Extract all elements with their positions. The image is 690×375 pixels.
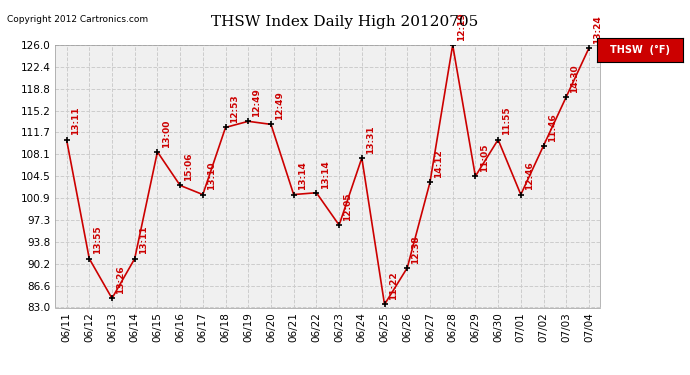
- Text: 11:46: 11:46: [548, 113, 557, 141]
- Text: 12:05: 12:05: [343, 192, 353, 221]
- Text: 11:22: 11:22: [388, 272, 397, 300]
- Text: 13:31: 13:31: [366, 125, 375, 154]
- Text: 12:38: 12:38: [411, 235, 420, 264]
- Text: 13:00: 13:00: [161, 119, 170, 148]
- Text: 12:53: 12:53: [230, 94, 239, 123]
- Text: 13:10: 13:10: [207, 162, 216, 190]
- Text: 12:46: 12:46: [525, 162, 534, 190]
- Text: 12:49: 12:49: [253, 88, 262, 117]
- Text: 11:55: 11:55: [502, 107, 511, 135]
- Text: 13:26: 13:26: [116, 266, 125, 294]
- Text: 12:49: 12:49: [275, 92, 284, 120]
- Text: 13:14: 13:14: [321, 160, 330, 189]
- Text: 13:14: 13:14: [298, 162, 307, 190]
- Text: THSW  (°F): THSW (°F): [610, 45, 670, 55]
- Text: 14:12: 14:12: [434, 150, 443, 178]
- Text: 13:11: 13:11: [70, 107, 80, 135]
- Text: 13:24: 13:24: [593, 15, 602, 44]
- Text: 14:30: 14:30: [571, 64, 580, 93]
- Text: 15:06: 15:06: [184, 153, 193, 181]
- Text: Copyright 2012 Cartronics.com: Copyright 2012 Cartronics.com: [7, 15, 148, 24]
- Text: THSW Index Daily High 20120705: THSW Index Daily High 20120705: [211, 15, 479, 29]
- Text: 11:05: 11:05: [480, 144, 489, 172]
- Text: 13:11: 13:11: [139, 226, 148, 255]
- Text: 13:55: 13:55: [93, 226, 102, 255]
- Text: 12:19: 12:19: [457, 12, 466, 41]
